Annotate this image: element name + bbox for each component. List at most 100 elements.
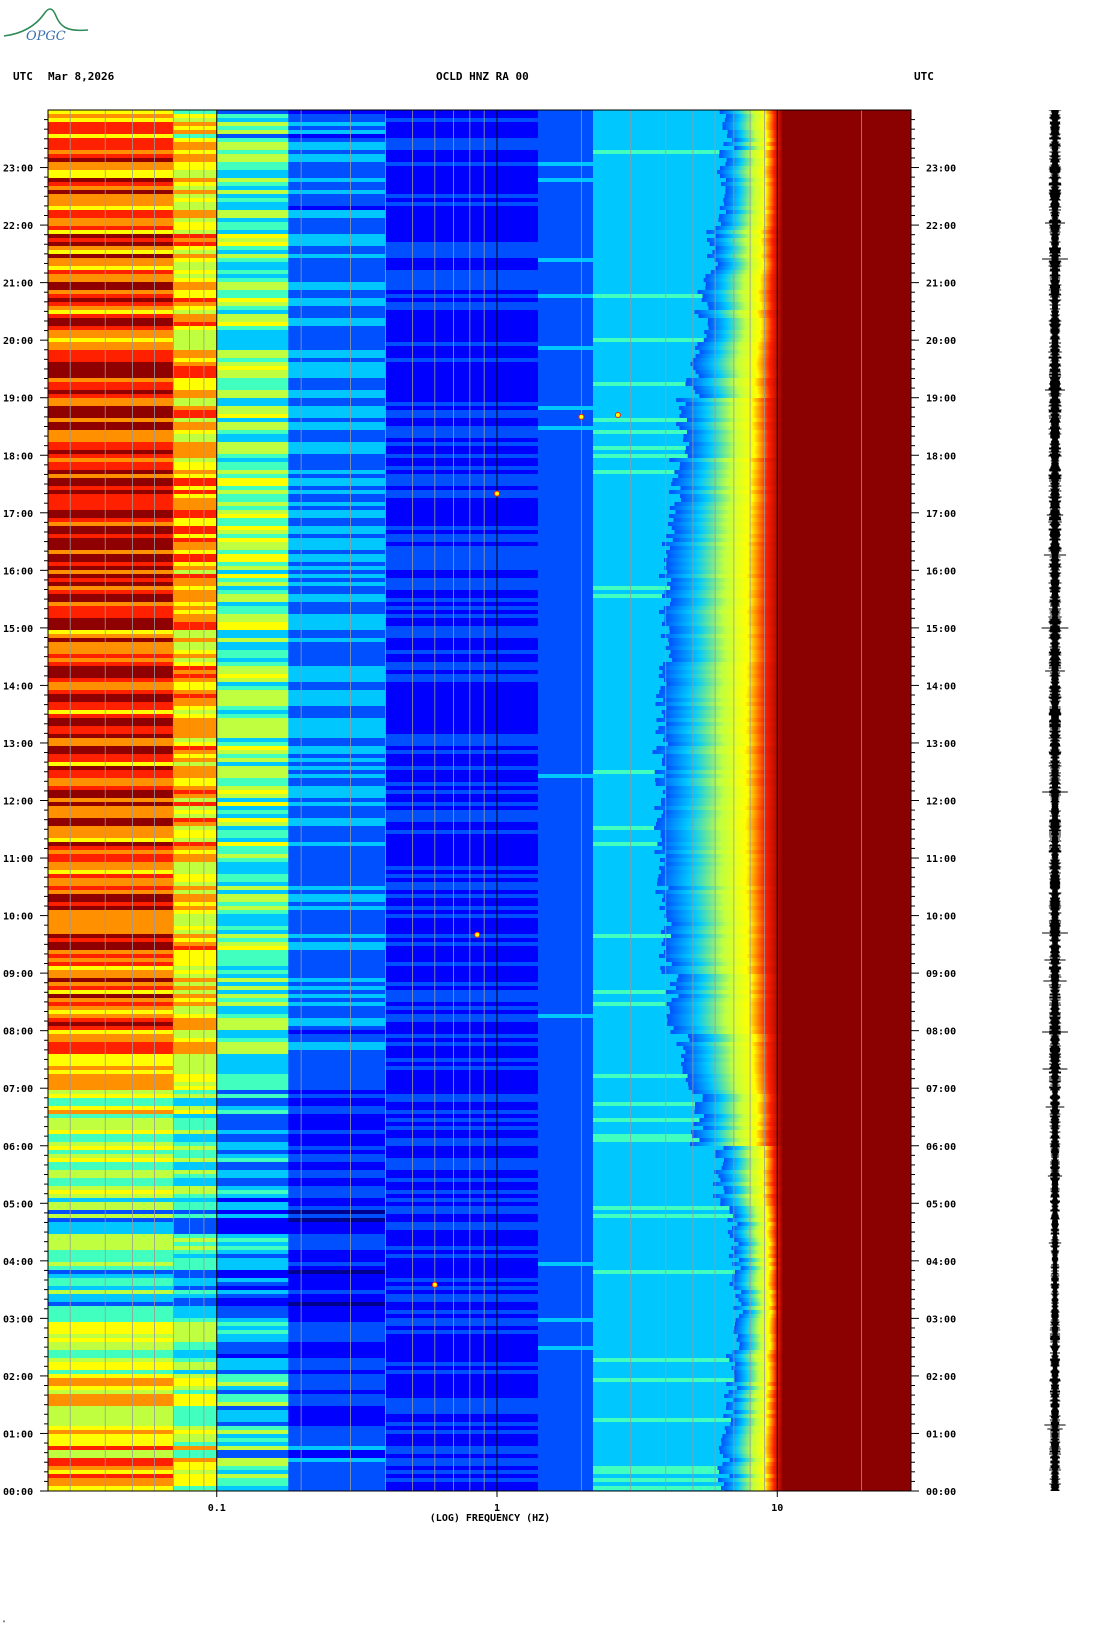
heat-cell — [592, 662, 664, 667]
heat-cell — [216, 746, 289, 751]
heat-cell — [173, 1426, 218, 1431]
heat-cell — [173, 174, 218, 179]
heat-cell — [592, 466, 680, 471]
heat-cell — [592, 610, 660, 615]
heat-cell — [717, 262, 784, 267]
heat-cell — [537, 566, 594, 571]
heat-cell — [537, 1370, 594, 1375]
heat-cell — [173, 622, 218, 627]
heat-cell — [216, 1482, 289, 1487]
heat-cell — [592, 1262, 733, 1267]
heat-cell — [48, 598, 174, 603]
heat-cell — [537, 1362, 594, 1367]
heat-cell — [385, 1458, 539, 1463]
heat-cell — [592, 1042, 677, 1047]
event-marker — [578, 413, 585, 420]
heat-cell — [288, 914, 386, 919]
heat-cell — [288, 1006, 386, 1011]
heat-cell — [48, 1242, 174, 1247]
heat-cell — [537, 298, 594, 303]
heat-cell — [385, 1198, 539, 1203]
heat-cell — [288, 1302, 386, 1307]
heat-cell — [216, 562, 289, 567]
heat-cell — [173, 1282, 218, 1287]
heat-cell — [173, 246, 218, 251]
heat-cell — [537, 278, 594, 283]
heat-cell — [592, 258, 715, 263]
heat-cell — [173, 658, 218, 663]
heat-cell — [173, 606, 218, 611]
heat-cell — [216, 214, 289, 219]
heat-cell — [537, 142, 594, 147]
heat-cell — [679, 466, 784, 471]
heat-cell — [385, 394, 539, 399]
heat-cell — [216, 318, 289, 323]
heat-cell — [288, 138, 386, 143]
heat-cell — [173, 626, 218, 631]
heat-cell — [48, 518, 174, 523]
heat-cell — [537, 322, 594, 327]
heat-cell — [654, 770, 784, 775]
heat-cell — [288, 706, 386, 711]
heat-cell — [173, 554, 218, 559]
heat-cell — [592, 1198, 721, 1203]
heat-cell — [660, 634, 784, 639]
heat-cell — [537, 618, 594, 623]
heat-cell — [173, 1006, 218, 1011]
heat-cell — [592, 302, 708, 307]
heat-cell — [173, 230, 218, 235]
heat-cell — [385, 1366, 539, 1371]
heat-cell — [48, 626, 174, 631]
heat-cell — [385, 450, 539, 455]
heat-cell — [288, 1158, 386, 1163]
heat-cell — [592, 1382, 727, 1387]
heat-cell — [734, 1370, 784, 1375]
heat-cell — [288, 1314, 386, 1319]
heat-cell — [216, 1166, 289, 1171]
heat-cell — [685, 446, 784, 451]
heat-cell — [173, 602, 218, 607]
heat-cell — [288, 1378, 386, 1383]
heat-cell — [537, 642, 594, 647]
heat-cell — [385, 1194, 539, 1199]
heat-cell — [385, 942, 539, 947]
heat-cell — [288, 1398, 386, 1403]
heat-cell — [288, 482, 386, 487]
heat-cell — [729, 1474, 784, 1479]
heat-cell — [48, 1070, 174, 1075]
heat-cell — [216, 578, 289, 583]
heat-cell — [592, 1374, 735, 1379]
heat-cell — [537, 1054, 594, 1059]
heat-cell — [48, 798, 174, 803]
heat-cell — [48, 1114, 174, 1119]
heat-cell — [173, 426, 218, 431]
heat-cell — [734, 1378, 784, 1383]
time-tick-label-left: 03:00 — [3, 1314, 33, 1325]
heat-cell — [723, 1146, 784, 1151]
heat-cell — [48, 246, 174, 251]
heat-cell — [537, 162, 594, 167]
heat-cell — [537, 774, 594, 779]
heat-cell — [48, 1202, 174, 1207]
heat-cell — [385, 1054, 539, 1059]
heat-cell — [288, 1298, 386, 1303]
heat-cell — [288, 478, 386, 483]
heat-cell — [48, 262, 174, 267]
heat-cell — [288, 1102, 386, 1107]
heat-cell — [48, 1002, 174, 1007]
heat-cell — [216, 658, 289, 663]
heat-cell — [385, 1106, 539, 1111]
heat-cell — [718, 1446, 784, 1451]
heat-cell — [385, 1406, 539, 1411]
heat-cell — [592, 1290, 742, 1295]
heat-cell — [288, 1482, 386, 1487]
heat-cell — [385, 1226, 539, 1231]
heat-cell — [385, 378, 539, 383]
heat-cell — [216, 1126, 289, 1131]
heat-cell — [537, 1134, 594, 1139]
heat-cell — [732, 1350, 784, 1355]
heat-cell — [216, 1094, 289, 1099]
heat-cell — [660, 966, 784, 971]
heat-cell — [385, 330, 539, 335]
heat-cell — [48, 350, 174, 355]
